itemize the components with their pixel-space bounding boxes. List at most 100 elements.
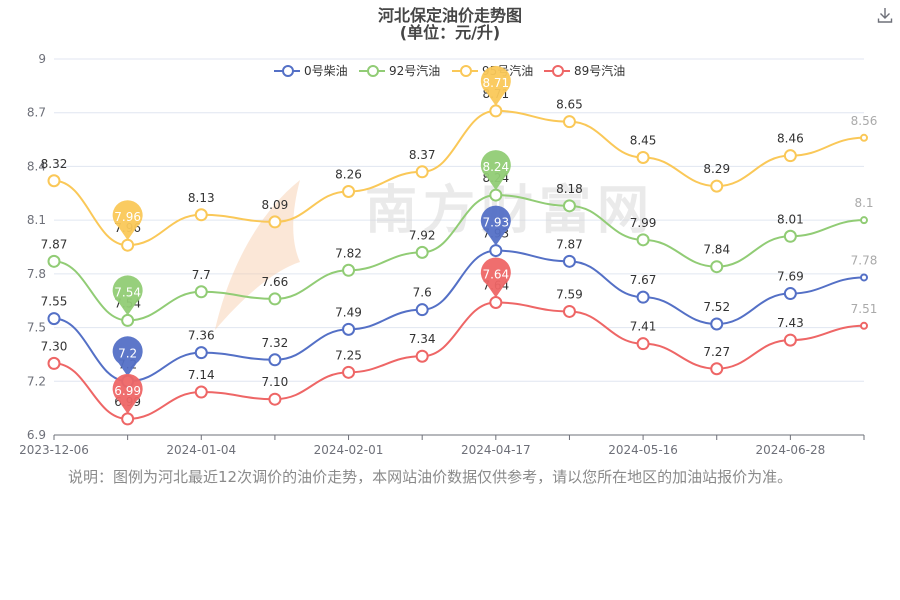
data-label: 7.66 [262, 275, 289, 289]
data-point [47, 174, 61, 188]
extreme-marker-pin [480, 65, 511, 106]
data-label: 7.32 [262, 336, 289, 350]
data-point [489, 104, 503, 118]
data-label: 8.29 [703, 162, 730, 176]
data-label: 7.43 [777, 316, 804, 330]
data-point [860, 216, 868, 225]
data-point [860, 321, 868, 330]
y-tick-label: 8.7 [27, 106, 46, 120]
data-point [268, 392, 282, 406]
data-point [47, 312, 61, 326]
extreme-marker-pin [480, 150, 511, 191]
data-label: 8.46 [777, 132, 804, 146]
data-label: 7.7 [192, 268, 211, 282]
x-tick-label: 2024-06-28 [755, 443, 825, 457]
data-label: 7.10 [262, 375, 289, 389]
x-tick-label: 2024-01-04 [166, 443, 236, 457]
y-tick-label: 9 [38, 52, 46, 66]
series-0号柴油: 7.55 7.2 7.36 7.32 7.49 7.6 7.93 7.87 7.67 7.52 7.… [41, 205, 878, 388]
data-label: 8.56 [851, 114, 878, 128]
y-tick-label: 7.2 [27, 374, 46, 388]
y-tick-label: 7.8 [27, 267, 46, 281]
grid [54, 58, 864, 382]
data-point [342, 184, 356, 198]
data-label: 7.87 [41, 237, 68, 251]
data-point [268, 353, 282, 367]
extreme-marker-pin [480, 257, 511, 298]
data-label: 7.78 [851, 253, 878, 267]
series-line [53, 301, 865, 420]
data-point [562, 254, 576, 268]
data-point [47, 254, 61, 268]
data-point [710, 317, 724, 331]
data-point [194, 285, 208, 299]
data-point [636, 337, 650, 351]
extreme-marker-label: 7.54 [114, 285, 141, 299]
x-tick-label: 2024-02-01 [314, 443, 384, 457]
extreme-marker-pin [112, 275, 143, 316]
data-point [636, 290, 650, 304]
legend-symbol [282, 65, 294, 77]
data-label: 7.14 [188, 368, 215, 382]
data-point [710, 260, 724, 274]
data-label: 8.01 [777, 212, 804, 226]
data-point [342, 365, 356, 379]
extreme-marker-pin [480, 205, 511, 246]
data-point [194, 208, 208, 222]
data-point [860, 273, 868, 282]
data-label: 8.13 [188, 191, 215, 205]
data-label: 7.55 [41, 295, 68, 309]
data-point [194, 346, 208, 360]
data-label: 7.6 [413, 286, 432, 300]
y-tick-label: 8.1 [27, 213, 46, 227]
series-layer: 7.557.27.367.327.497.67.937.877.677.527.… [41, 65, 878, 426]
extreme-marker-label: 8.24 [482, 160, 509, 174]
legend-item[interactable]: 0号柴油 [274, 64, 348, 78]
x-tick-label: 2024-04-17 [461, 443, 531, 457]
data-point [562, 304, 576, 318]
data-point [783, 149, 797, 163]
extreme-marker-label: 7.93 [482, 216, 509, 230]
data-point [710, 362, 724, 376]
data-label: 8.26 [335, 167, 362, 181]
data-point [562, 199, 576, 213]
data-label: 7.49 [335, 305, 362, 319]
data-point [636, 150, 650, 164]
extreme-marker-label: 7.2 [118, 346, 137, 360]
data-point [489, 244, 503, 258]
y-tick-label: 8.4 [27, 159, 46, 173]
data-point [121, 313, 135, 327]
data-label: 7.67 [630, 273, 657, 287]
legend-item[interactable]: 92号汽油 [359, 63, 440, 78]
data-label: 7.92 [409, 228, 436, 242]
extreme-marker-label: 6.99 [114, 384, 141, 398]
data-label: 7.27 [703, 345, 730, 359]
data-point [268, 292, 282, 306]
data-point [268, 215, 282, 229]
legend-symbol [367, 65, 379, 77]
data-label: 7.87 [556, 237, 583, 251]
extreme-marker-pin [112, 200, 143, 241]
extreme-marker-pin [112, 336, 143, 377]
download-icon[interactable] [876, 6, 894, 24]
data-point [783, 333, 797, 347]
data-point [121, 412, 135, 426]
series-89号汽油: 7.306.997.147.107.257.347.647.597.417.27… [41, 257, 877, 426]
legend-item[interactable]: 89号汽油 [544, 63, 625, 78]
extreme-marker-label: 7.64 [482, 268, 509, 282]
data-label: 7.99 [630, 216, 657, 230]
data-label: 7.52 [703, 300, 730, 314]
data-label: 7.34 [409, 332, 436, 346]
legend[interactable]: 0号柴油 92号汽油 95号汽油 89号汽油 [274, 63, 625, 78]
legend-label: 92号汽油 [389, 63, 440, 78]
extreme-marker-label: 7.96 [114, 210, 141, 224]
data-point [415, 303, 429, 317]
data-label: 8.65 [556, 98, 583, 112]
data-label: 8.09 [262, 198, 289, 212]
data-point [636, 233, 650, 247]
data-point [489, 188, 503, 202]
data-label: 7.41 [630, 320, 657, 334]
data-label: 8.18 [556, 182, 583, 196]
data-label: 7.25 [335, 348, 362, 362]
